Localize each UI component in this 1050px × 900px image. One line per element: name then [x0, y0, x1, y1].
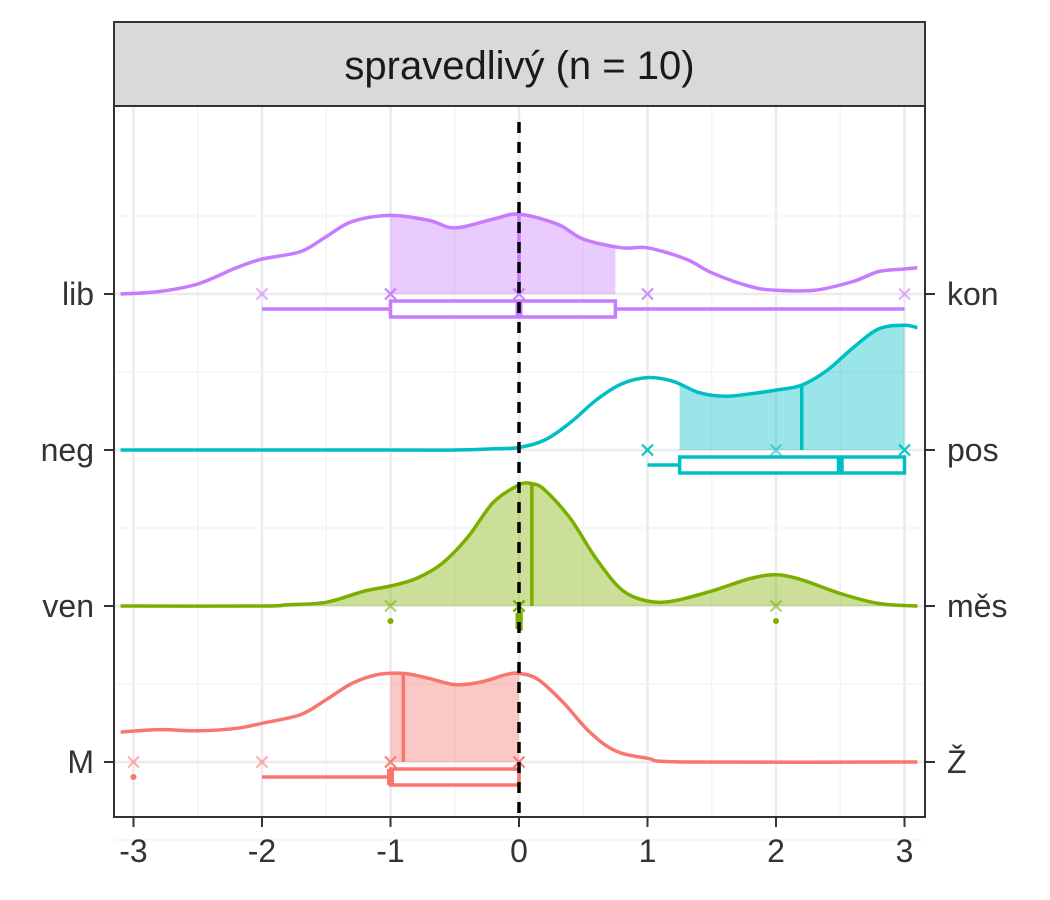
data-point-lib-kon: [255, 287, 269, 301]
box-m-z: [388, 767, 521, 787]
data-point-ven-mes: [384, 599, 397, 613]
y-tick-label-left: M: [67, 744, 94, 780]
x-tick-label: 0: [510, 833, 528, 869]
data-point-lib-kon: [512, 287, 526, 301]
x-tick-label: 2: [767, 833, 785, 869]
density-area-lib-kon: [390, 213, 616, 294]
row-neg-pos: [120, 323, 918, 475]
y-axis-right: kon pos měs Ž: [925, 276, 1007, 780]
data-point-neg-pos: [641, 443, 654, 457]
y-tick-label-right: kon: [947, 276, 999, 312]
data-point-m-z: [255, 755, 269, 769]
density-area-neg-pos: [679, 325, 905, 450]
data-point-neg-pos: [769, 443, 783, 457]
outlier-point-ven-mes: [387, 618, 394, 624]
box-lib-kon: [388, 299, 618, 319]
data-point-m-z: [127, 755, 140, 769]
outlier-point-ven-mes: [773, 618, 779, 624]
x-axis: -3 -2 -1 0 1 2 3: [119, 817, 913, 869]
data-point-neg-pos: [898, 443, 911, 457]
y-tick-label-right: Ž: [947, 744, 967, 780]
box-neg-pos: [677, 455, 907, 475]
x-tick-label: -1: [376, 833, 404, 869]
density-curve-ven-mes: [120, 481, 918, 608]
x-tick-label: -2: [248, 833, 276, 869]
data-point-ven-mes: [769, 599, 783, 613]
data-point-lib-kon: [384, 287, 397, 301]
y-tick-label-left: lib: [62, 276, 94, 312]
y-tick-label-left: ven: [42, 588, 94, 624]
density-area-m-z: [390, 673, 519, 762]
x-tick-label: -3: [119, 833, 147, 869]
y-tick-label-left: neg: [41, 432, 94, 468]
data-point-lib-kon: [641, 287, 654, 301]
data-point-lib-kon: [898, 287, 911, 301]
y-tick-label-right: pos: [947, 432, 999, 468]
y-tick-label-right: měs: [947, 588, 1007, 624]
x-tick-label: 3: [896, 833, 914, 869]
density-curve-lib-kon: [120, 212, 918, 296]
density-curve-m-z: [120, 671, 918, 765]
strip-background: [113, 21, 926, 107]
density-curve-neg-pos: [120, 323, 918, 452]
chart-title: spravedlivý (n = 10): [344, 44, 694, 88]
data-point-m-z: [384, 755, 397, 769]
x-tick-label: 1: [639, 833, 657, 869]
outlier-point-m-z: [130, 774, 137, 780]
y-axis-left: lib neg ven M: [41, 276, 114, 780]
row-lib-kon: [120, 212, 918, 319]
